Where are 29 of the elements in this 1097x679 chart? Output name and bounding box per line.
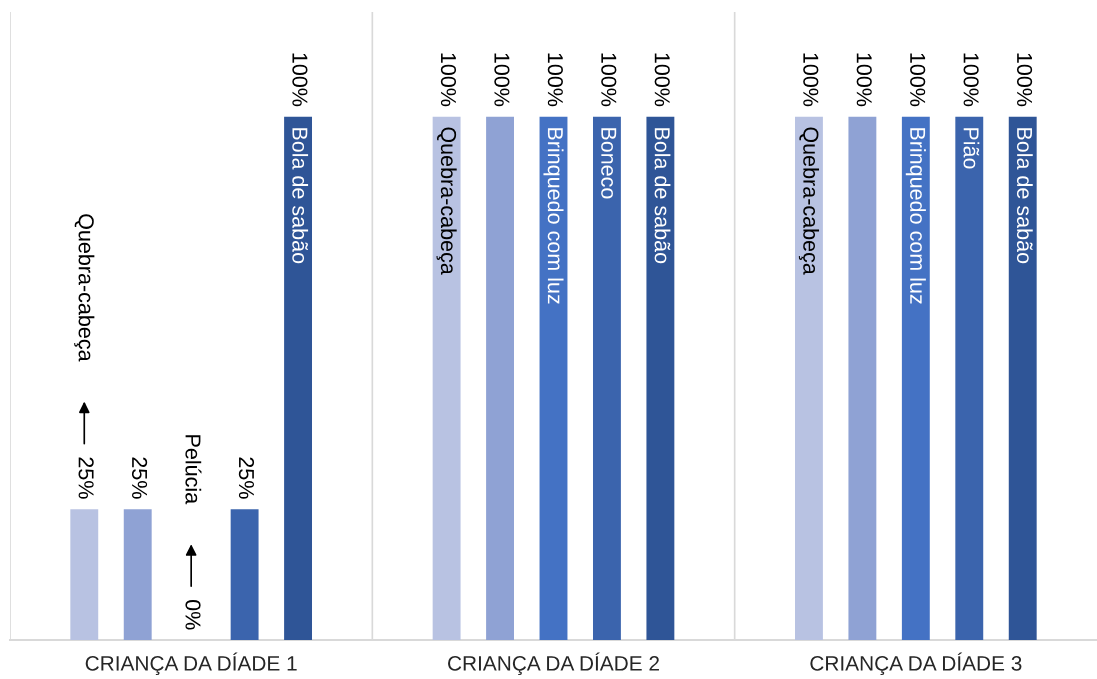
series-label: Bola de sabão (292, 128, 309, 264)
data-label: 100% (654, 53, 670, 107)
text: Pelúcia (185, 435, 202, 505)
data-label: 25% (131, 457, 148, 499)
data-label: 100% (856, 53, 872, 107)
data-label: 100% (292, 53, 308, 107)
data-label: 100% (494, 53, 510, 107)
text: Quebra-cabeça (436, 127, 457, 275)
data-label: 25% (238, 457, 255, 499)
x-tick-label: CRIANÇA DA DÍADE 2 (448, 652, 659, 675)
data-label: 100% (803, 53, 819, 107)
data-label: 0% (185, 600, 201, 630)
series-label: Quebra-cabeça (798, 127, 820, 275)
data-label: 100% (963, 53, 979, 107)
data-label: 100% (547, 53, 563, 107)
data-label: 100% (910, 53, 926, 107)
data-label: 100% (601, 53, 617, 107)
data-label: 100% (440, 53, 457, 107)
series-label: Pião (963, 128, 980, 169)
data-label: 100% (1016, 53, 1033, 107)
data-label: 25% (78, 457, 94, 499)
series-label: Boneco (601, 128, 617, 199)
text: Brinquedo com luz (543, 128, 564, 304)
text: Bola de sabão (1016, 128, 1033, 264)
x-tick-label: CRIANÇA DA DÍADE 1 (85, 652, 297, 675)
series-label: Brinquedo com luz (905, 128, 926, 304)
text: Quebra-cabeça (74, 214, 95, 362)
text: Bola de sabão (654, 128, 671, 264)
x-tick-label: CRIANÇA DA DÍADE 3 (810, 652, 1022, 675)
